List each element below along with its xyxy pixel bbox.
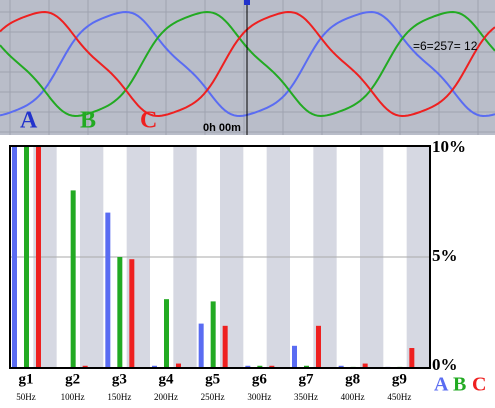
x-tick-label: g2 <box>65 371 80 387</box>
legend-entry: B <box>453 374 466 396</box>
legend-entry: A <box>434 374 449 396</box>
bar <box>198 323 204 368</box>
x-tick-label: g3 <box>112 371 127 387</box>
bar <box>338 365 344 368</box>
x-tick-label: g1 <box>19 371 34 387</box>
bar <box>257 365 263 368</box>
bar <box>24 146 29 368</box>
y-tick-label: 0% <box>432 355 458 374</box>
bar <box>304 365 309 368</box>
bar <box>316 325 321 368</box>
x-tick-sublabel: 200Hz <box>154 392 178 402</box>
x-tick-label: g4 <box>159 371 175 387</box>
bar <box>117 257 123 368</box>
x-tick-sublabel: 400Hz <box>341 392 365 402</box>
bar <box>129 259 135 368</box>
x-tick-sublabel: 250Hz <box>201 392 225 402</box>
bar <box>245 365 251 368</box>
x-tick-label: g9 <box>392 371 407 387</box>
bar <box>269 365 275 368</box>
bar <box>210 301 216 368</box>
wave-label-c: C <box>140 108 157 134</box>
time-label: 0h 00m <box>203 122 241 134</box>
bar <box>164 299 169 368</box>
bar-plot <box>10 145 430 369</box>
bar <box>222 325 228 368</box>
x-tick-label: g5 <box>205 371 220 387</box>
bar <box>292 345 297 368</box>
bar <box>409 348 415 368</box>
x-tick-sublabel: 150Hz <box>107 392 131 402</box>
y-tick-label: 10% <box>432 137 466 156</box>
x-tick-label: g8 <box>345 371 360 387</box>
wave-label-a: A <box>20 108 38 134</box>
x-tick-label: g7 <box>299 371 315 387</box>
bar <box>82 365 88 368</box>
wave-label-b: B <box>80 108 96 134</box>
bar <box>12 146 17 368</box>
readout: =6=257= 12 <box>413 39 478 53</box>
x-tick-label: g6 <box>252 371 268 387</box>
bar <box>36 146 41 368</box>
plot-frame <box>9 145 431 369</box>
bar <box>152 365 157 368</box>
bar <box>105 212 111 368</box>
x-tick-sublabel: 100Hz <box>61 392 85 402</box>
x-tick-sublabel: 450Hz <box>387 392 411 402</box>
bar <box>362 363 368 368</box>
x-tick-sublabel: 50Hz <box>16 392 36 402</box>
x-tick-sublabel: 350Hz <box>294 392 318 402</box>
x-tick-sublabel: 300Hz <box>247 392 271 402</box>
cursor-handle <box>244 0 250 5</box>
bar <box>70 190 76 368</box>
y-tick-label: 5% <box>432 246 458 265</box>
legend-entry: C <box>472 374 486 396</box>
bar <box>176 363 181 368</box>
